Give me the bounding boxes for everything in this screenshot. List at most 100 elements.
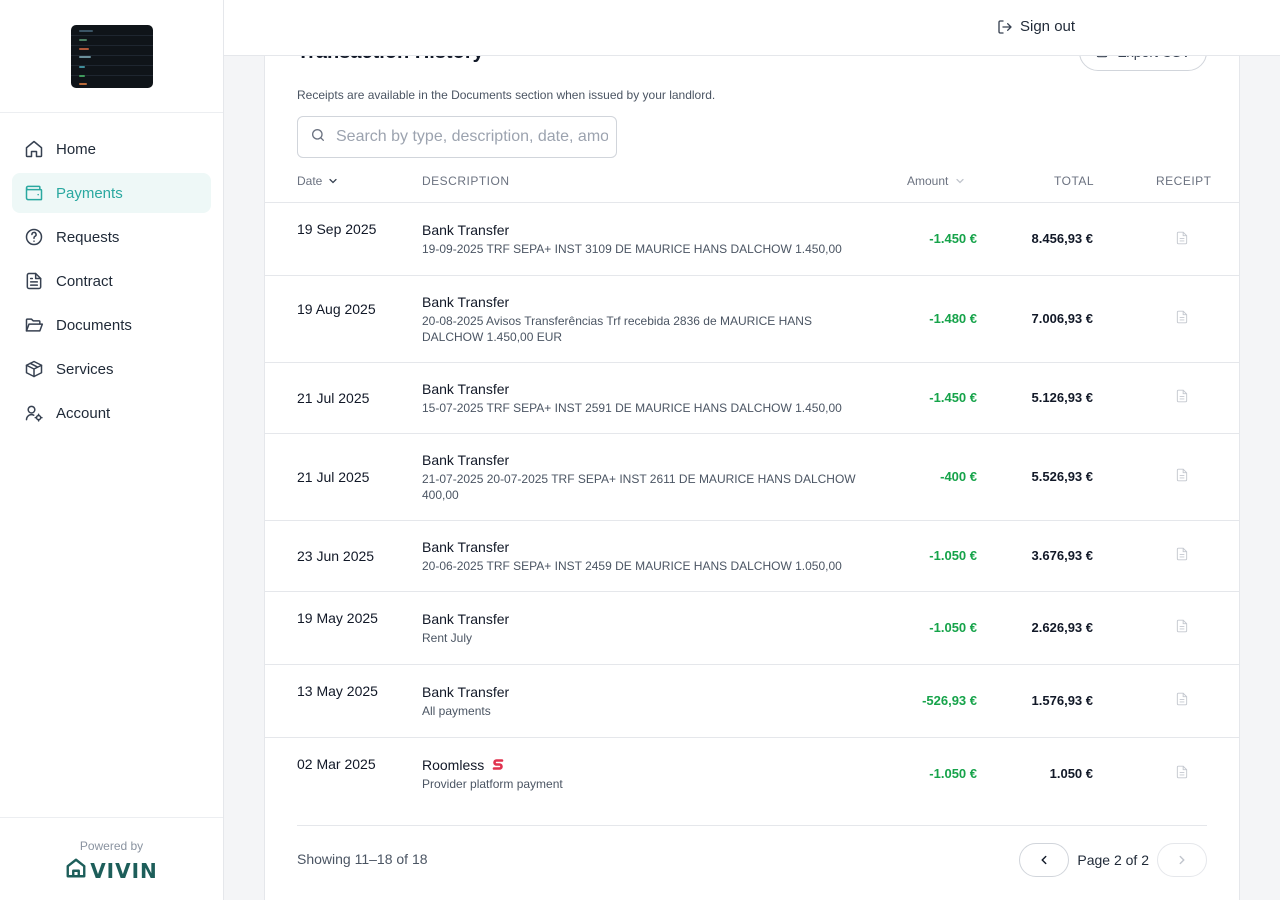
user-cog-icon (24, 403, 44, 423)
row-amount: -1.450 € (929, 231, 977, 246)
sidebar-item-requests[interactable]: Requests (12, 217, 211, 257)
table-row: 23 Jun 2025 Bank Transfer 20-06-2025 TRF… (265, 521, 1239, 592)
receipt-file-icon (1175, 764, 1189, 780)
powered-by-label: Powered by (79, 839, 144, 853)
property-logo[interactable] (70, 25, 153, 88)
pagination-summary: Showing 11–18 of 18 (297, 851, 428, 867)
file-text-icon (24, 271, 44, 291)
table-row: 19 May 2025 Bank Transfer Rent July -1.0… (265, 592, 1239, 665)
table-row: 21 Jul 2025 Bank Transfer 21-07-2025 20-… (265, 434, 1239, 521)
row-description: Bank Transfer 20-06-2025 TRF SEPA+ INST … (422, 538, 862, 574)
sidebar-item-home[interactable]: Home (12, 129, 211, 169)
previous-page-button[interactable] (1019, 843, 1070, 877)
sidebar: Home Payments Requests Contract Document… (0, 0, 224, 900)
row-total: 7.006,93 € (1031, 311, 1093, 326)
row-date: 19 Aug 2025 (297, 301, 376, 317)
row-amount: -1.050 € (929, 766, 977, 781)
row-amount: -526,93 € (922, 693, 977, 708)
sidebar-item-label: Requests (56, 228, 120, 246)
chevron-down-icon (954, 175, 966, 187)
receipt-file-icon (1175, 388, 1189, 404)
row-detail: All payments (422, 704, 491, 718)
row-description: Bank Transfer 19-09-2025 TRF SEPA+ INST … (422, 221, 862, 257)
amount-column-header[interactable]: Amount (907, 174, 966, 188)
next-page-button[interactable] (1157, 843, 1207, 877)
row-description: Bank Transfer 15-07-2025 TRF SEPA+ INST … (422, 380, 862, 416)
roomless-logo-icon (492, 758, 504, 773)
receipts-note: Receipts are available in the Documents … (297, 88, 716, 102)
table-row: 02 Mar 2025 Roomless Provider platform p… (265, 738, 1239, 811)
row-date: 19 Sep 2025 (297, 221, 377, 237)
row-detail: 19-09-2025 TRF SEPA+ INST 3109 DE MAURIC… (422, 242, 842, 256)
date-column-header[interactable]: Date (297, 174, 339, 188)
row-amount: -1.050 € (929, 620, 977, 635)
chevron-left-icon (1037, 853, 1051, 867)
row-description: Bank Transfer 21-07-2025 20-07-2025 TRF … (422, 451, 862, 503)
house-logo-icon (65, 857, 87, 884)
row-total: 1.576,93 € (1031, 693, 1093, 708)
search-input[interactable] (336, 128, 608, 146)
sidebar-item-label: Payments (56, 184, 123, 202)
row-date: 21 Jul 2025 (297, 469, 370, 485)
help-circle-icon (24, 227, 44, 247)
sidebar-item-label: Contract (56, 272, 113, 290)
pagination: Page 2 of 2 (1019, 843, 1207, 877)
row-detail: 20-06-2025 TRF SEPA+ INST 2459 DE MAURIC… (422, 559, 842, 573)
row-amount: -1.450 € (929, 390, 977, 405)
table-row: 21 Jul 2025 Bank Transfer 15-07-2025 TRF… (265, 363, 1239, 434)
sidebar-item-label: Home (56, 140, 97, 158)
row-description: Bank Transfer Rent July (422, 610, 862, 646)
powered-by: Powered by VIVIN (0, 817, 223, 900)
row-date: 21 Jul 2025 (297, 390, 370, 406)
sidebar-item-label: Documents (56, 316, 132, 334)
wallet-icon (24, 183, 44, 203)
transactions-card: Transaction History Export CSV Receipts … (264, 20, 1240, 900)
row-detail: 15-07-2025 TRF SEPA+ INST 2591 DE MAURIC… (422, 401, 842, 415)
page-indicator: Page 2 of 2 (1077, 852, 1149, 868)
sidebar-item-services[interactable]: Services (12, 349, 211, 389)
row-detail: 21-07-2025 20-07-2025 TRF SEPA+ INST 261… (422, 472, 856, 502)
row-type: Bank Transfer (422, 539, 510, 555)
row-date: 02 Mar 2025 (297, 756, 376, 772)
sign-out-label: Sign out (1020, 18, 1076, 35)
row-date: 23 Jun 2025 (297, 548, 375, 564)
sidebar-item-account[interactable]: Account (12, 393, 211, 433)
row-total: 2.626,93 € (1031, 620, 1093, 635)
row-total: 5.526,93 € (1031, 469, 1093, 484)
receipt-file-icon (1175, 618, 1189, 634)
row-detail: Provider platform payment (422, 777, 563, 791)
row-description: Bank Transfer 20-08-2025 Avisos Transfer… (422, 293, 862, 345)
table-header: Date DESCRIPTION Amount TOTAL RECEIPT (265, 169, 1239, 203)
row-detail: 20-08-2025 Avisos Transferências Trf rec… (422, 314, 812, 344)
row-type: Bank Transfer (422, 684, 510, 700)
row-total: 8.456,93 € (1031, 231, 1093, 246)
chevron-down-icon (327, 175, 339, 187)
vivin-logo: VIVIN (0, 857, 223, 884)
sidebar-item-label: Account (56, 404, 111, 422)
row-type: Bank Transfer (422, 611, 510, 627)
row-total: 3.676,93 € (1031, 548, 1093, 563)
brand-name: VIVIN (90, 858, 158, 883)
search-icon (310, 127, 326, 148)
table-row: 19 Sep 2025 Bank Transfer 19-09-2025 TRF… (265, 203, 1239, 276)
row-amount: -1.050 € (929, 548, 977, 563)
row-total: 5.126,93 € (1031, 390, 1093, 405)
search-box[interactable] (297, 116, 617, 158)
sidebar-item-documents[interactable]: Documents (12, 305, 211, 345)
sidebar-item-payments[interactable]: Payments (12, 173, 211, 213)
row-description: Roomless Provider platform payment (422, 756, 862, 792)
receipt-file-icon (1175, 546, 1189, 562)
row-type: Bank Transfer (422, 381, 510, 397)
log-out-icon (997, 19, 1013, 35)
package-icon (24, 359, 44, 379)
sign-out-button[interactable]: Sign out (997, 18, 1075, 35)
sidebar-item-contract[interactable]: Contract (12, 261, 211, 301)
row-detail: Rent July (422, 631, 473, 645)
receipt-file-icon (1175, 309, 1189, 325)
row-type: Bank Transfer (422, 294, 510, 310)
row-type: Bank Transfer (422, 452, 510, 468)
table-row: 19 Aug 2025 Bank Transfer 20-08-2025 Avi… (265, 276, 1239, 363)
description-column-header: DESCRIPTION (422, 174, 510, 188)
top-header: Sign out (224, 0, 1280, 56)
receipt-column-header: RECEIPT (1156, 174, 1212, 188)
